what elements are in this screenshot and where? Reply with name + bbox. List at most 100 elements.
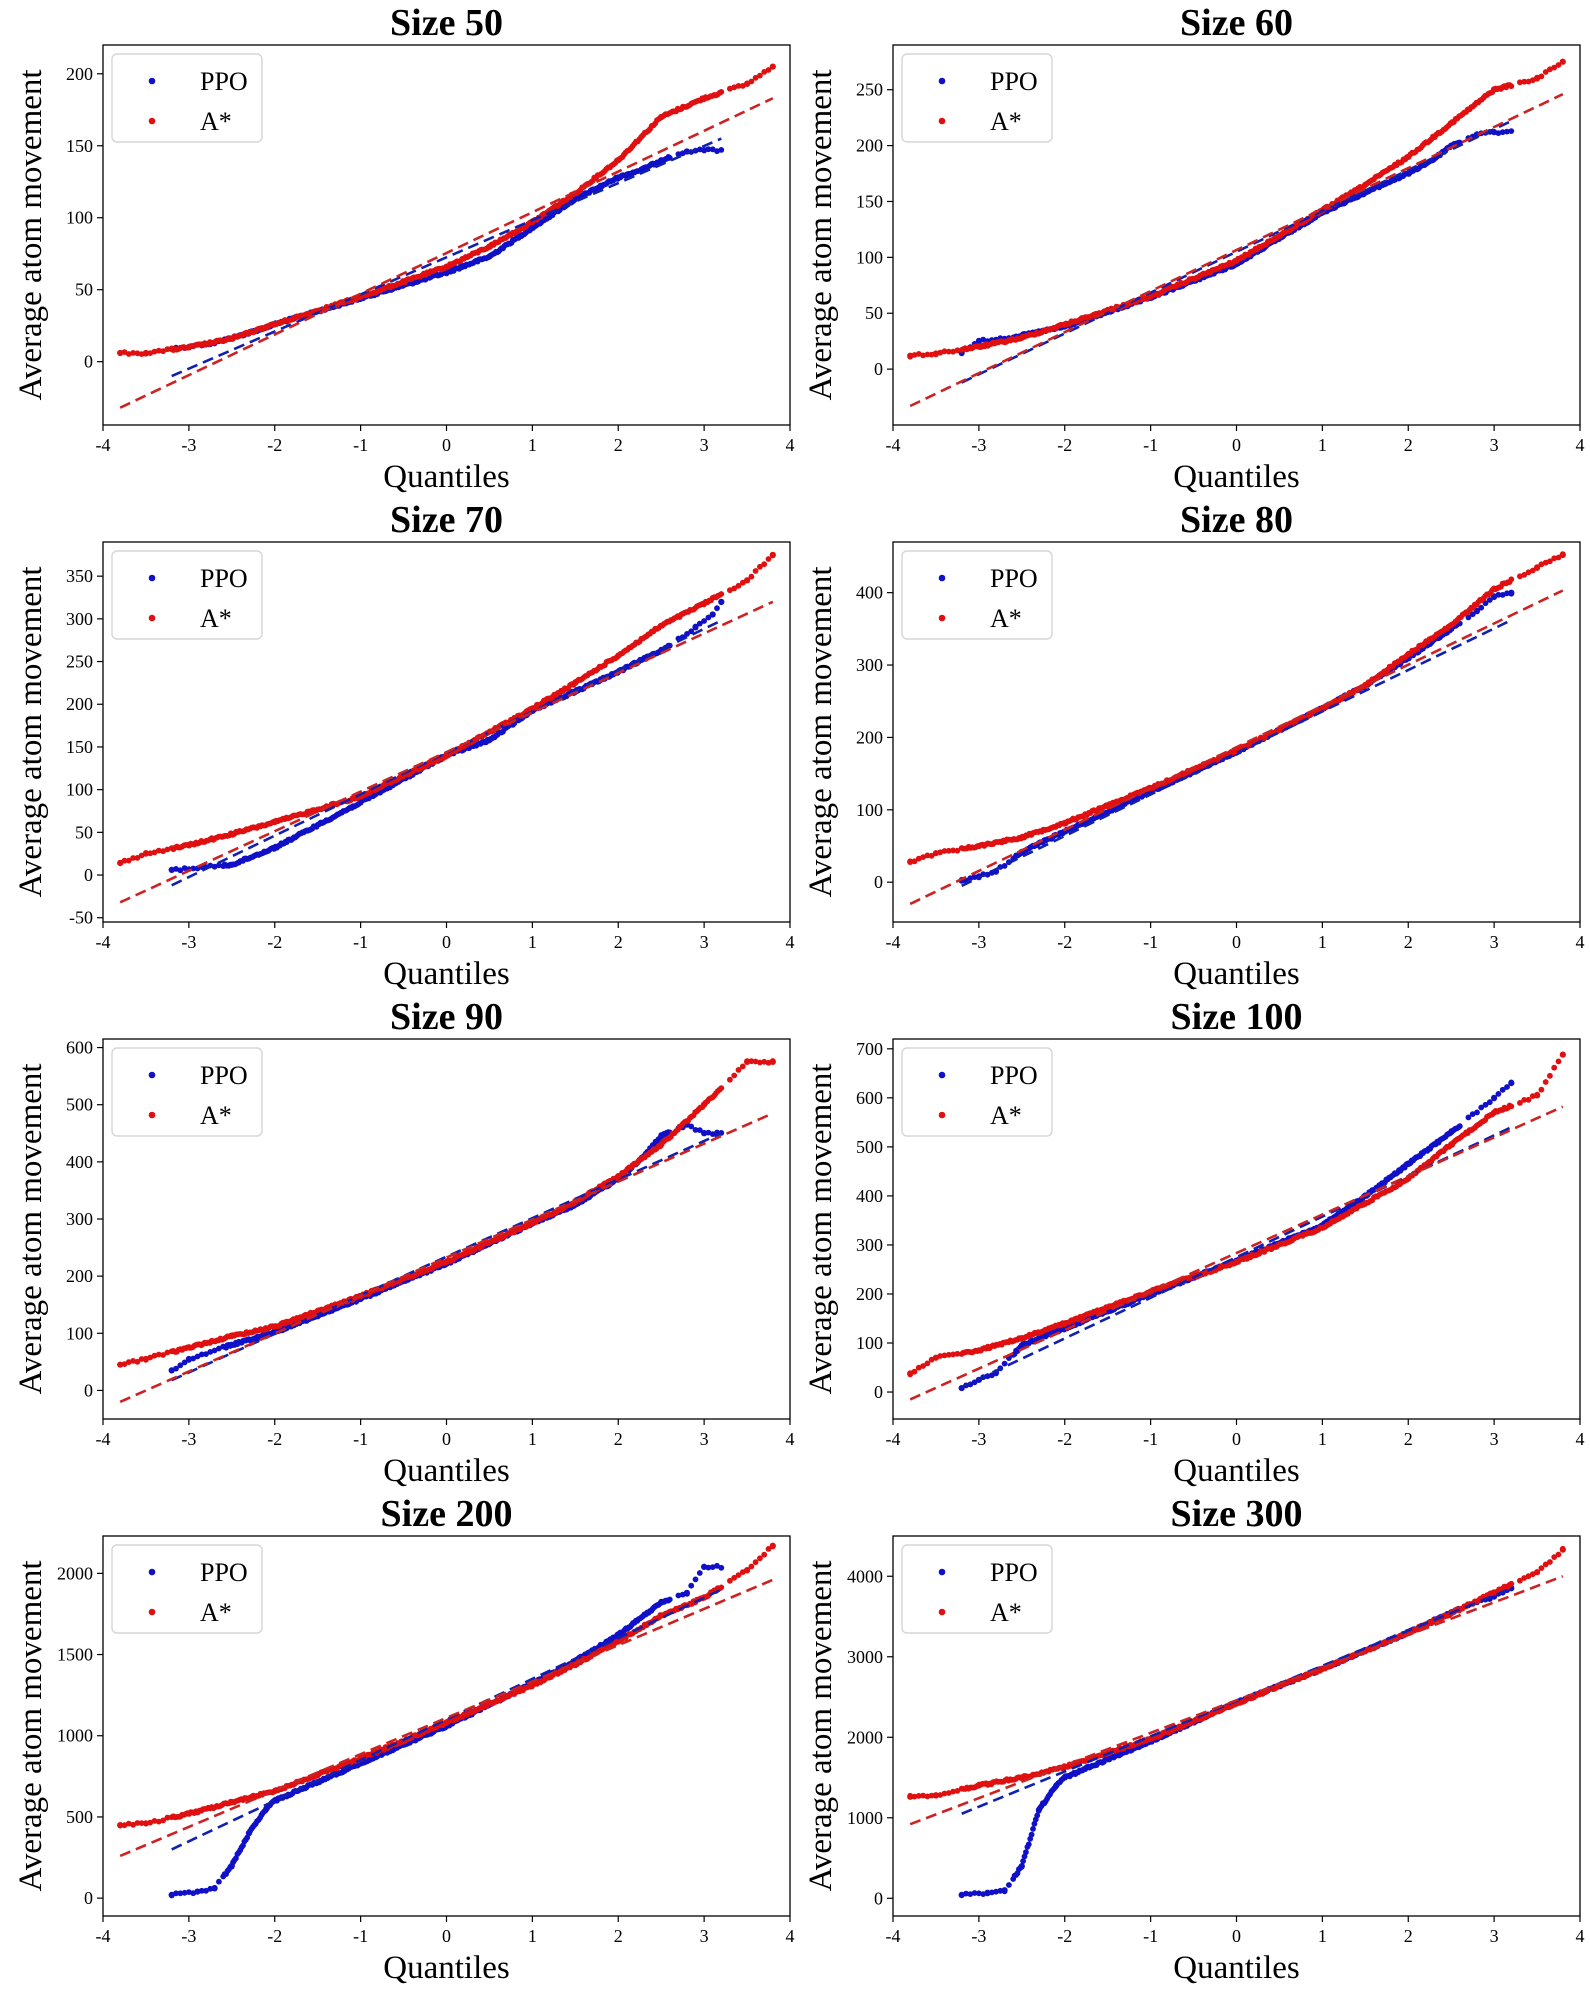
y-tick-label: 150 [66,136,93,156]
data-point [1478,1104,1485,1111]
x-tick-label: 4 [1576,435,1585,455]
y-tick-label: 0 [84,352,93,372]
x-tick-label: -1 [1143,1429,1158,1449]
y-tick-label: 200 [66,1266,93,1286]
legend-marker [148,614,156,622]
data-point [1465,1114,1472,1121]
y-axis-label: Average atom movement [13,566,49,897]
y-tick-label: 700 [856,1039,883,1059]
data-point [168,1891,175,1898]
y-tick-label: 350 [66,566,93,586]
data-point [228,830,235,838]
y-tick-label: 100 [856,247,883,267]
data-point [907,1370,914,1377]
data-point [1495,1091,1502,1097]
data-point [658,113,665,121]
data-point [945,847,952,854]
legend-label: PPO [200,564,248,593]
data-point [572,195,579,203]
data-point [1448,1129,1455,1136]
data-point [1534,564,1541,571]
y-tick-label: 150 [66,737,93,757]
data-point [769,63,776,70]
y-tick-label: 100 [66,780,93,800]
data-point [1456,1123,1463,1130]
data-point [1491,86,1498,93]
legend: PPO A* [901,550,1053,640]
x-tick-label: 0 [1232,435,1241,455]
legend-label: A* [990,1101,1022,1130]
x-tick-label: 4 [786,435,795,455]
y-tick-label: -50 [69,908,93,928]
chart-title: Size 70 [390,499,503,541]
data-point [185,1355,192,1363]
data-point [701,147,708,154]
legend-label: A* [990,107,1022,136]
data-point [1491,1094,1498,1101]
data-point [975,842,983,850]
data-point [130,1358,137,1364]
data-point [1001,863,1008,869]
data-point [211,1885,218,1892]
data-point [658,622,665,629]
data-point [975,343,983,350]
data-point [228,1341,235,1348]
data-point [924,852,931,859]
data-point [1233,257,1240,264]
legend-label: PPO [990,564,1038,593]
series-astar [117,551,776,867]
data-point [1555,1058,1562,1065]
y-axis-label: Average atom movement [803,566,839,897]
x-tick-label: 0 [442,932,451,952]
data-point [945,1351,952,1358]
data-point [155,347,162,354]
data-point [1529,567,1536,574]
y-tick-label: 300 [66,609,93,629]
legend-label: A* [990,604,1022,633]
data-point [975,338,983,345]
data-point [1547,1072,1553,1079]
data-point [216,862,222,869]
data-point [1018,334,1025,341]
data-point [675,1592,682,1599]
fit-line-astar [909,1105,1564,1401]
data-point [142,349,149,357]
data-point [718,147,725,153]
x-tick-label: 2 [1404,932,1413,952]
data-point [1405,651,1412,658]
subplot-size-100: Size 100-4 -3 -2 -1 0 1 2 3 40100200300400500600… [803,996,1585,1489]
data-point [228,861,235,868]
fit-line-ppo [171,137,722,378]
legend-marker [938,117,946,125]
data-point [1018,1342,1025,1349]
data-point [705,614,712,621]
x-tick-label: 2 [1404,1429,1413,1449]
x-tick-label: -1 [1143,932,1158,952]
y-tick-label: 400 [856,1186,883,1206]
data-point [1534,1092,1541,1099]
y-tick-label: 0 [874,872,883,892]
data-point [1486,1099,1493,1106]
y-tick-label: 500 [66,1095,93,1115]
x-tick-label: -2 [1057,435,1072,455]
data-point [718,591,725,597]
data-point [701,1130,708,1137]
data-point [701,600,708,607]
data-point [615,157,622,164]
data-point [757,1059,763,1066]
data-point [701,1101,708,1108]
data-point [151,348,158,355]
x-tick-label: -3 [971,932,986,952]
data-point [1482,1101,1489,1108]
x-tick-label: 4 [786,1429,795,1449]
data-point [529,224,536,231]
x-tick-label: 1 [528,1429,537,1449]
x-axis-label: Quantiles [383,1453,509,1489]
data-point [941,1352,948,1359]
data-point [117,1361,124,1368]
y-tick-label: 100 [856,1333,883,1353]
x-tick-label: -4 [96,1429,111,1449]
y-tick-label: 200 [856,1284,883,1304]
